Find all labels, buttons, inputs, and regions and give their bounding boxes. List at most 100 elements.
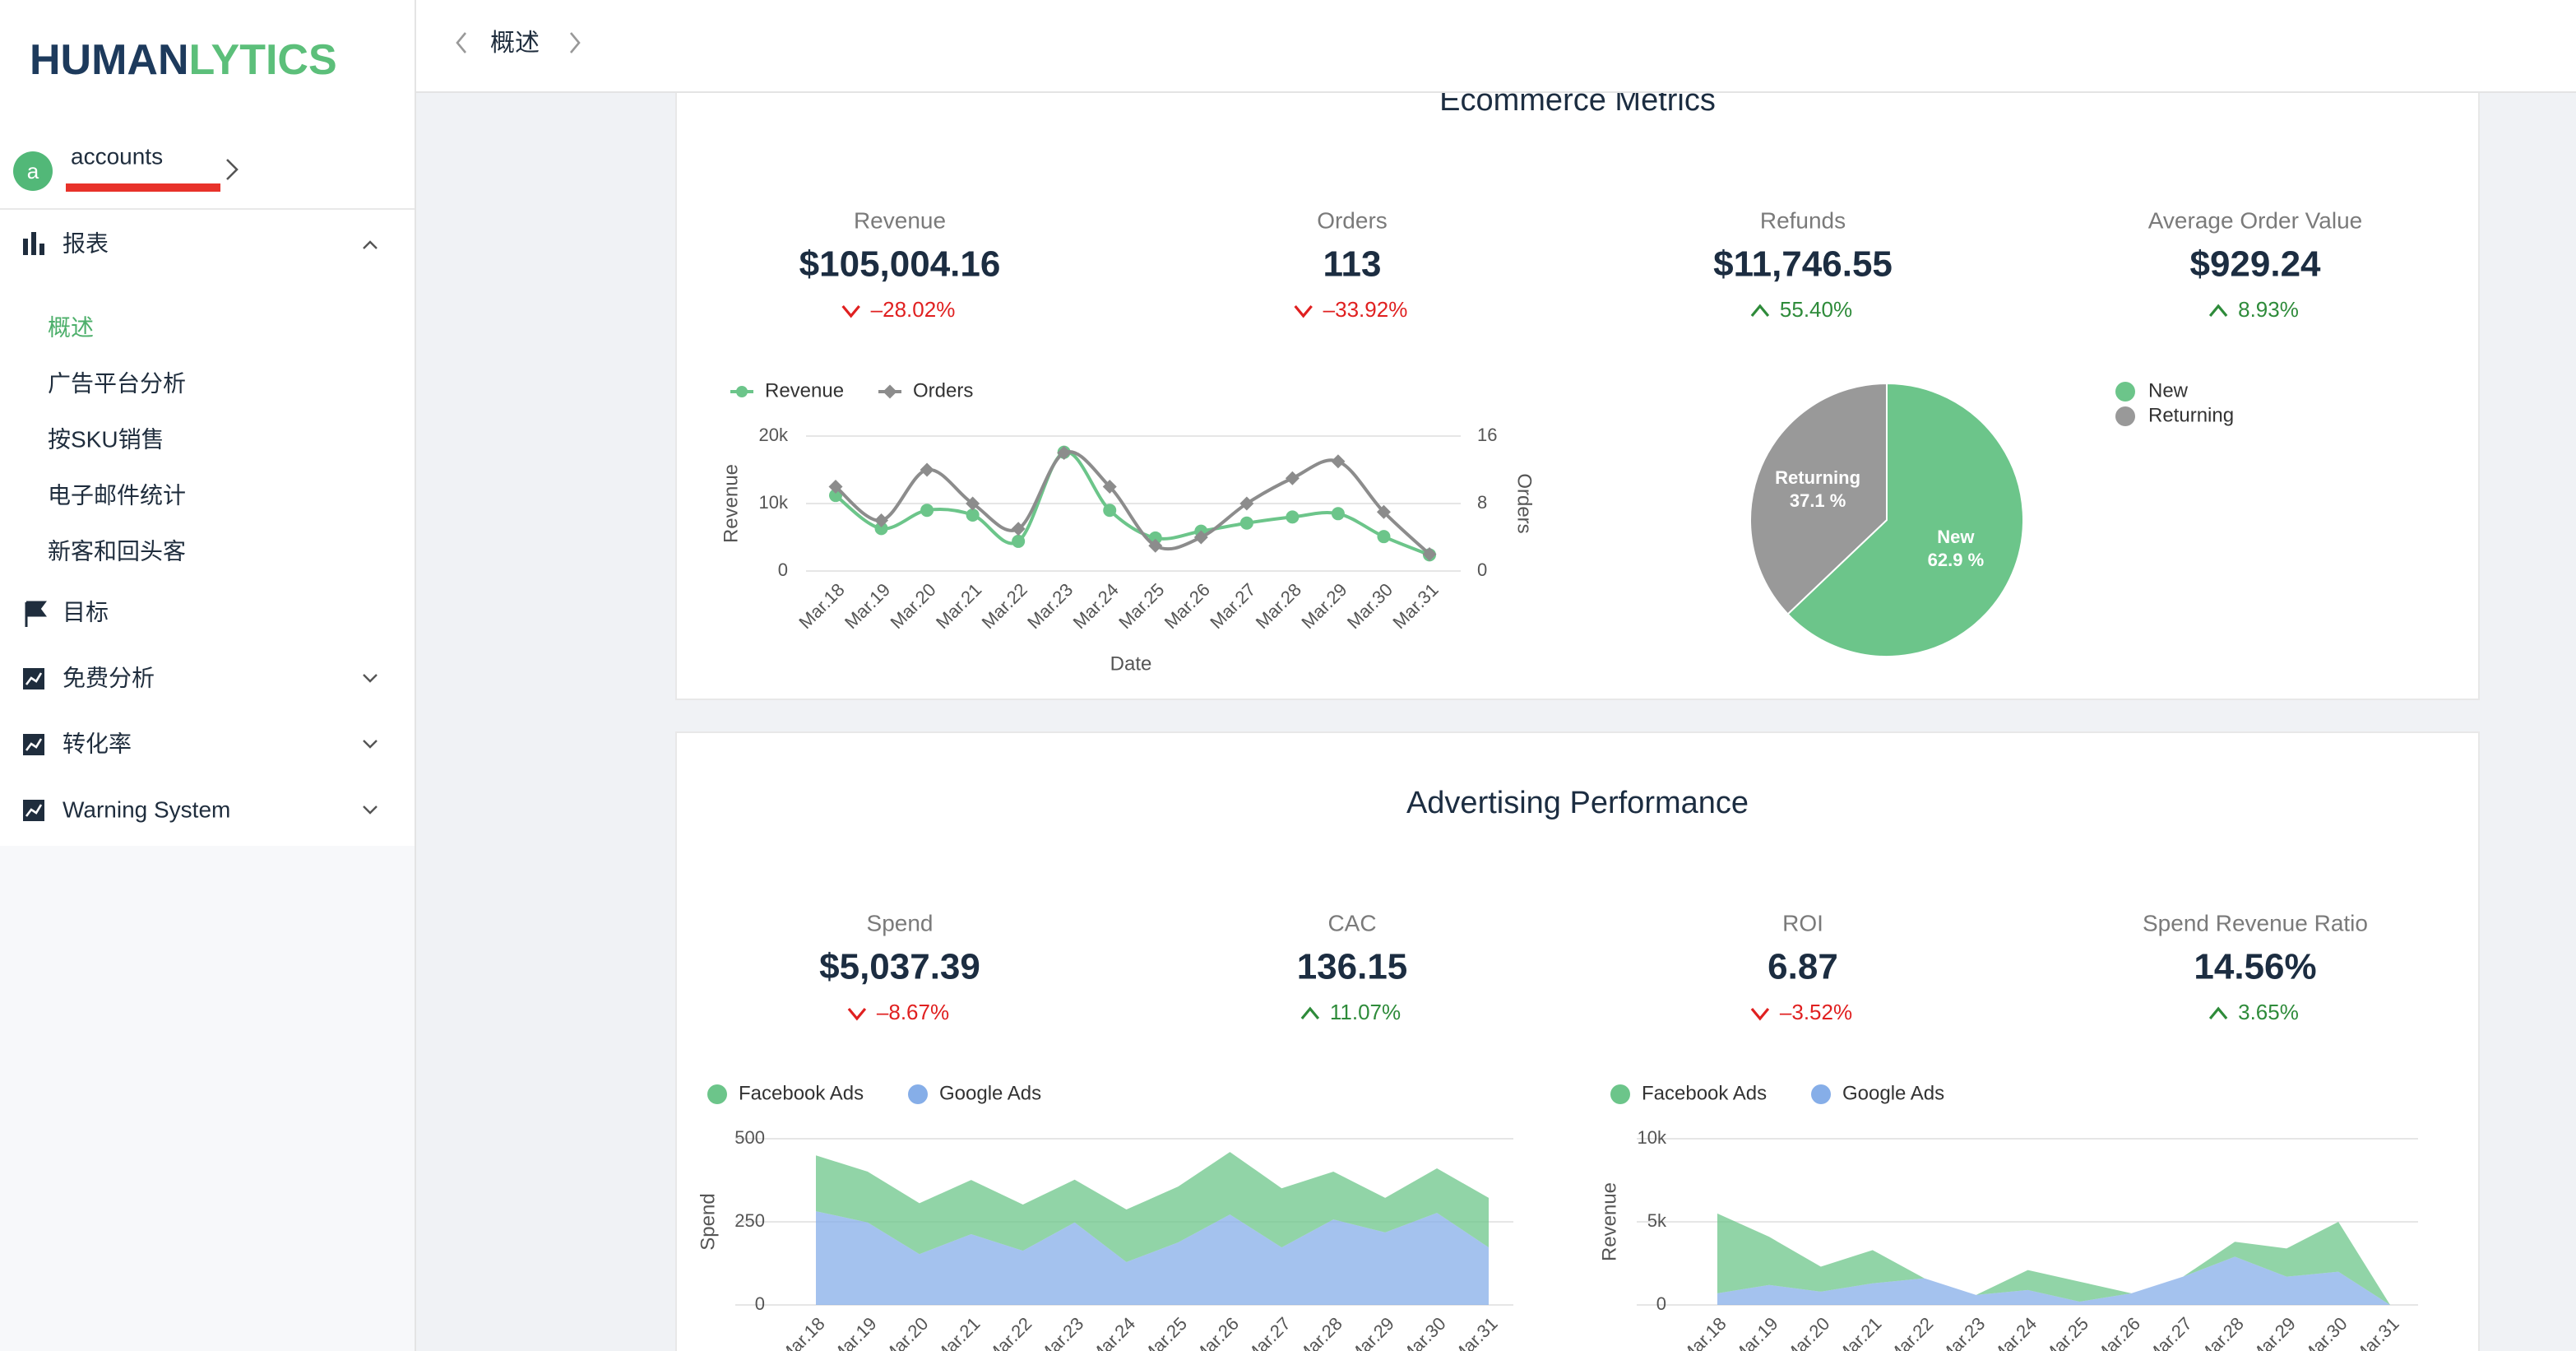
menu-item[interactable]: 目标 [63, 599, 109, 624]
data-point [966, 508, 980, 522]
kpi-change: –28.02% [871, 297, 956, 322]
submenu-item[interactable]: 概述 [48, 314, 94, 340]
expand-arrow[interactable] [363, 740, 378, 749]
submenu-item[interactable]: 广告平台分析 [48, 370, 186, 396]
menu-item[interactable]: 免费分析 [63, 665, 155, 690]
area-series [816, 1211, 1489, 1305]
y2-tick-label: 8 [1477, 492, 1487, 513]
submenu-item[interactable]: 新客和回头客 [48, 538, 186, 564]
kpi-change: 55.40% [1780, 297, 1852, 322]
account-name[interactable]: accounts [71, 143, 163, 169]
y-tick-label: 0 [755, 1293, 765, 1314]
expand-arrow[interactable] [363, 805, 378, 815]
legend-marker [2115, 406, 2135, 426]
kpi-arrow [2208, 304, 2228, 318]
data-point [1103, 504, 1117, 518]
menu-item[interactable]: Warning System [63, 796, 230, 822]
data-point [1011, 522, 1026, 536]
kpi-label: CAC [1327, 910, 1376, 935]
kpi-label: Spend [867, 910, 934, 935]
menu-item[interactable]: 报表 [63, 230, 109, 256]
data-point [1148, 538, 1163, 553]
legend-marker [1610, 1084, 1630, 1104]
kpi-value: $11,746.55 [1713, 244, 1893, 285]
sidebar: HUMANLYTICS a accounts 报表 概述 广告平台分析 按SKU… [0, 0, 416, 1351]
area-series [1717, 1256, 2390, 1305]
y2-tick-label: 0 [1477, 559, 1487, 580]
slice-label: Returning [1775, 467, 1860, 488]
legend-marker [1811, 1084, 1831, 1104]
collapse-arrow[interactable] [363, 240, 378, 249]
data-point [874, 522, 888, 536]
forward-arrow[interactable] [570, 32, 581, 53]
kpi-arrow [1300, 1006, 1320, 1020]
kpi-arrow [1750, 1007, 1770, 1021]
y-tick-label: 20k [759, 425, 789, 445]
y-tick-label: 10k [1638, 1127, 1667, 1148]
data-point [1285, 471, 1300, 485]
y-tick-label: 0 [1656, 1293, 1666, 1314]
data-point [1331, 507, 1345, 521]
kpi-label: Orders [1317, 207, 1388, 233]
main-content: Ecommerce Metrics Advertising Performanc… [675, 0, 2480, 1351]
y2-tick-label: 16 [1477, 425, 1497, 445]
kpi-value: 14.56% [2194, 947, 2316, 987]
breadcrumb[interactable]: 概述 [490, 30, 540, 57]
y-tick-label: 10k [759, 492, 789, 513]
account-arrow[interactable] [226, 159, 239, 180]
slice-value: 37.1 % [1790, 490, 1846, 511]
expand-arrow[interactable] [363, 674, 378, 683]
kpi-change: 11.07% [1330, 1000, 1401, 1024]
y-tick-label: 0 [778, 559, 788, 580]
kpi-value: $105,004.16 [799, 244, 1001, 285]
submenu-item[interactable]: 电子邮件统计 [48, 482, 186, 508]
kpi-value: 136.15 [1297, 947, 1408, 987]
data-point [1148, 531, 1162, 545]
data-point [828, 480, 843, 494]
kpi-arrow [1294, 304, 1313, 318]
data-point [1057, 446, 1072, 460]
data-point [1239, 516, 1253, 530]
pie-slice [1749, 382, 1888, 615]
logo[interactable]: HUMANLYTICS [30, 36, 337, 84]
data-point [874, 513, 889, 527]
avatar-letter: a [27, 159, 39, 183]
logo-part: HUMAN [30, 36, 189, 84]
submenu-item[interactable]: 按SKU销售 [48, 426, 164, 452]
y-tick-label: 500 [734, 1127, 765, 1148]
kpi-change: –8.67% [877, 1000, 949, 1024]
y-axis-label: Spend [697, 1193, 719, 1250]
ecommerce-card [675, 0, 2480, 700]
kpi-label: ROI [1782, 910, 1823, 935]
data-point [1331, 454, 1346, 469]
legend-label: Facebook Ads [739, 1082, 864, 1104]
kpi-arrow [841, 304, 860, 318]
data-point [1422, 547, 1437, 561]
legend-marker [707, 1084, 727, 1104]
card-title: Advertising Performance [1406, 786, 1749, 820]
kpi-label: Spend Revenue Ratio [2143, 910, 2368, 935]
header: 概述 [416, 0, 2576, 93]
data-point [1102, 480, 1117, 494]
slice-value: 62.9 % [1928, 550, 1985, 570]
legend-label: New [2148, 379, 2189, 402]
kpi-value: $5,037.39 [819, 947, 980, 987]
back-arrow[interactable] [456, 32, 466, 53]
legend-label: Returning [2148, 404, 2234, 426]
menu-icon [23, 232, 44, 255]
data-point [1376, 504, 1391, 519]
data-point [920, 504, 934, 518]
menu-item[interactable]: 转化率 [63, 731, 132, 756]
kpi-change: –3.52% [1780, 1000, 1852, 1024]
legend-label: Facebook Ads [1642, 1082, 1767, 1104]
pie-slice [1786, 382, 2024, 657]
legend-marker [736, 386, 748, 397]
legend-label: Google Ads [1842, 1082, 1944, 1104]
slice-label: New [1937, 527, 1975, 547]
kpi-change: –33.92% [1323, 297, 1408, 322]
menu-icon [23, 668, 44, 821]
avatar[interactable] [13, 151, 53, 191]
kpi-change: 8.93% [2238, 297, 2299, 322]
